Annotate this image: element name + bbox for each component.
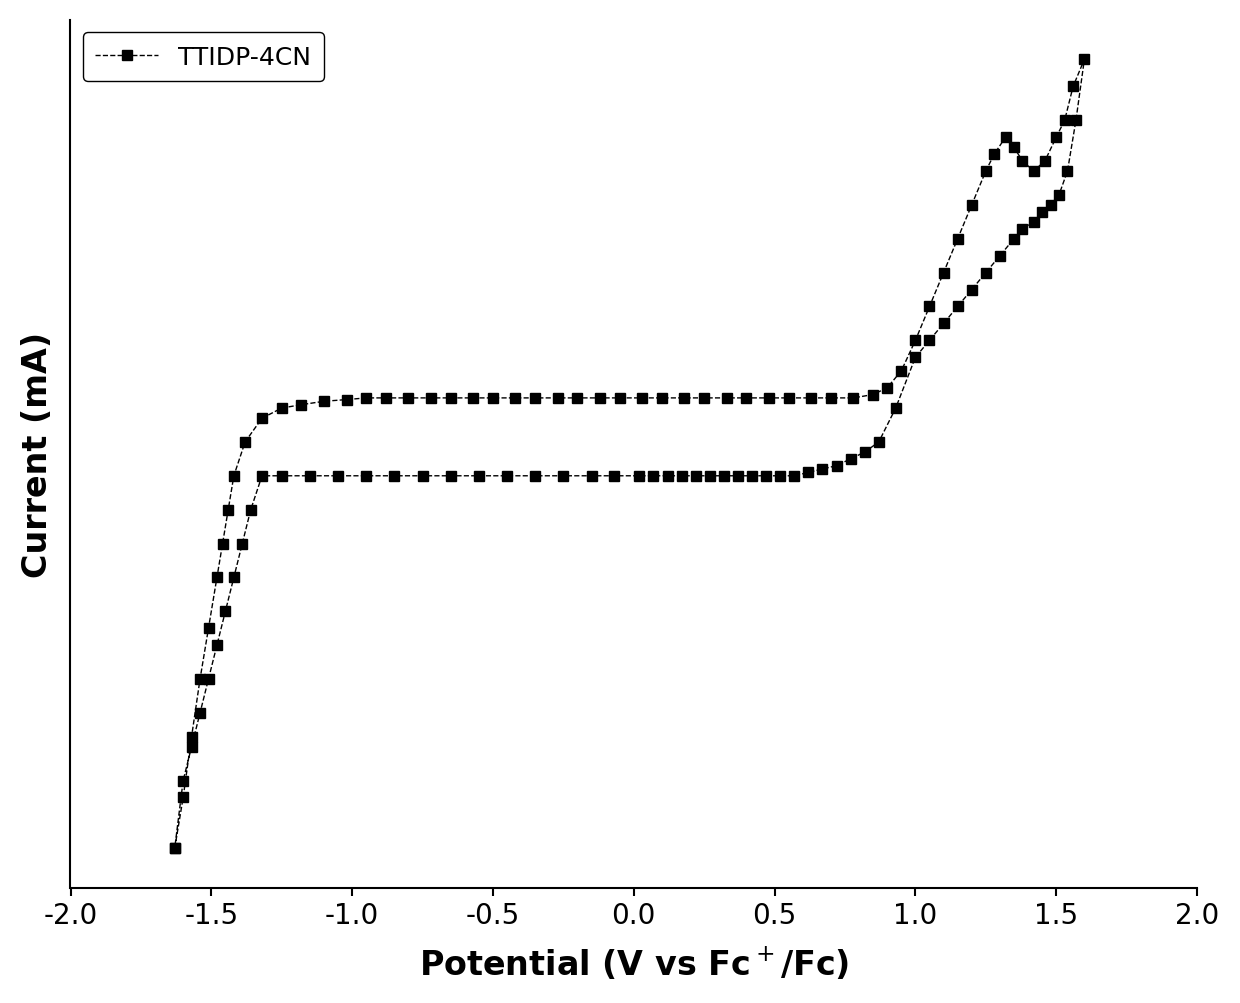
Y-axis label: Current (mA): Current (mA) xyxy=(21,331,53,578)
Line: TTIDP-4CN: TTIDP-4CN xyxy=(170,55,1089,854)
TTIDP-4CN xyxy=(471,470,486,482)
TTIDP-4CN xyxy=(815,463,830,475)
TTIDP-4CN xyxy=(866,389,880,401)
TTIDP-4CN xyxy=(1078,54,1092,66)
TTIDP-4CN xyxy=(167,843,182,855)
TTIDP-4CN xyxy=(167,843,182,855)
TTIDP-4CN xyxy=(923,335,937,347)
X-axis label: Potential (V vs Fc$^+$/Fc): Potential (V vs Fc$^+$/Fc) xyxy=(419,946,849,982)
Legend: TTIDP-4CN: TTIDP-4CN xyxy=(83,33,324,82)
TTIDP-4CN xyxy=(234,538,249,550)
TTIDP-4CN xyxy=(556,470,570,482)
